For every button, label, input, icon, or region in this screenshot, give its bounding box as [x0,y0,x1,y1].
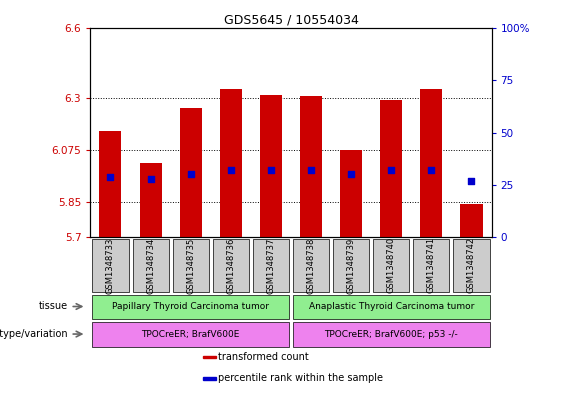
Point [387,167,396,173]
Bar [203,377,216,380]
Text: genotype/variation: genotype/variation [0,329,68,339]
Text: TPOCreER; BrafV600E; p53 -/-: TPOCreER; BrafV600E; p53 -/- [324,330,458,338]
Text: GSM1348739: GSM1348739 [347,237,355,294]
Point [146,176,155,182]
Bar [140,163,162,237]
Bar [93,295,289,320]
Point [467,178,476,184]
Bar [333,239,369,292]
Text: Anaplastic Thyroid Carcinoma tumor: Anaplastic Thyroid Carcinoma tumor [308,302,474,311]
Bar [300,96,322,237]
Bar [93,322,289,347]
Point [226,167,236,173]
Bar [454,239,489,292]
Text: GSM1348735: GSM1348735 [186,237,195,294]
Text: TPOCreER; BrafV600E: TPOCreER; BrafV600E [141,330,240,338]
Bar [260,95,282,237]
Bar [420,89,442,237]
Bar [373,239,409,292]
Text: GSM1348733: GSM1348733 [106,237,115,294]
Bar [173,239,208,292]
Point [186,171,195,178]
Text: tissue: tissue [39,301,68,312]
Bar [380,100,402,237]
Bar [99,131,121,237]
Text: GSM1348741: GSM1348741 [427,237,436,294]
Bar [220,89,242,237]
Bar [414,239,449,292]
Point [427,167,436,173]
Bar [213,239,249,292]
Text: GSM1348734: GSM1348734 [146,237,155,294]
Text: GSM1348738: GSM1348738 [307,237,315,294]
Point [306,167,315,173]
Text: Papillary Thyroid Carcinoma tumor: Papillary Thyroid Carcinoma tumor [112,302,269,311]
Text: GSM1348736: GSM1348736 [227,237,235,294]
Bar [253,239,289,292]
Text: GSM1348737: GSM1348737 [267,237,275,294]
Bar [460,204,483,237]
Text: percentile rank within the sample: percentile rank within the sample [218,373,383,384]
Point [106,173,115,180]
Bar [133,239,168,292]
Point [267,167,276,173]
Point [347,171,356,178]
Bar [293,322,489,347]
Title: GDS5645 / 10554034: GDS5645 / 10554034 [224,13,358,26]
Text: GSM1348740: GSM1348740 [387,237,396,294]
Bar [93,239,128,292]
Text: transformed count: transformed count [218,353,309,362]
Bar [203,356,216,358]
Bar [293,295,489,320]
Text: GSM1348742: GSM1348742 [467,237,476,294]
Bar [180,108,202,237]
Bar [340,150,362,237]
Bar [293,239,329,292]
